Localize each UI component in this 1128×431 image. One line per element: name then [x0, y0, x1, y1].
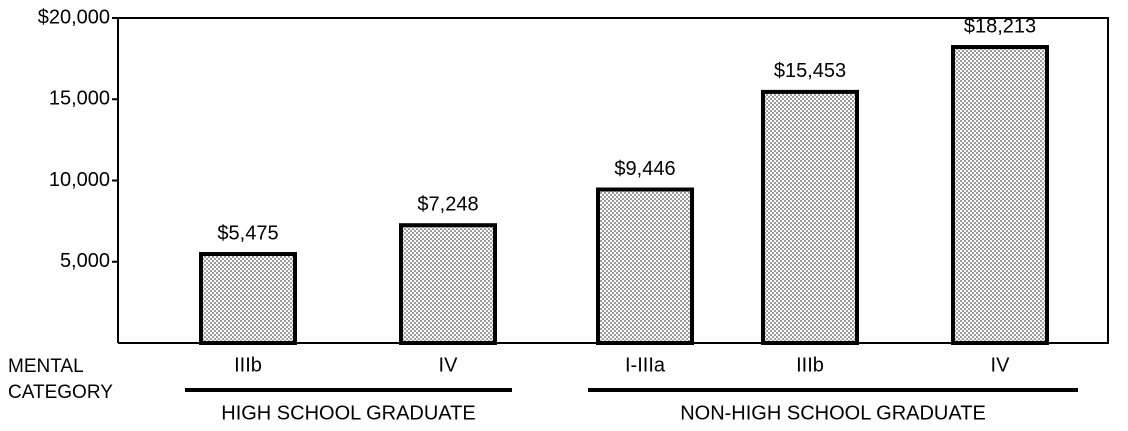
- bar: [761, 89, 859, 345]
- value-label: $5,475: [217, 222, 278, 244]
- x-axis-label: MENTAL CATEGORY: [8, 356, 113, 403]
- x-tick-label: I-IIIa: [625, 354, 666, 376]
- bar: [399, 223, 497, 345]
- y-tick-label: 10,000: [49, 169, 110, 191]
- bar: [596, 187, 694, 345]
- value-label: $9,446: [614, 158, 675, 180]
- bar: [199, 252, 297, 345]
- value-label: $18,213: [964, 15, 1036, 37]
- group-label: NON-HIGH SCHOOL GRADUATE: [680, 402, 986, 424]
- value-label: $15,453: [774, 60, 846, 82]
- y-tick-label: 15,000: [49, 88, 110, 110]
- y-tick-label: 5,000: [60, 250, 110, 272]
- x-tick-label: IIIb: [234, 354, 262, 376]
- x-tick-label: IV: [439, 354, 459, 376]
- bar: [951, 45, 1049, 345]
- x-tick-label: IV: [991, 354, 1011, 376]
- x-tick-label: IIIb: [796, 354, 824, 376]
- group-label: HIGH SCHOOL GRADUATE: [221, 402, 475, 424]
- y-tick-label: $20,000: [38, 6, 110, 28]
- value-label: $7,248: [417, 194, 478, 216]
